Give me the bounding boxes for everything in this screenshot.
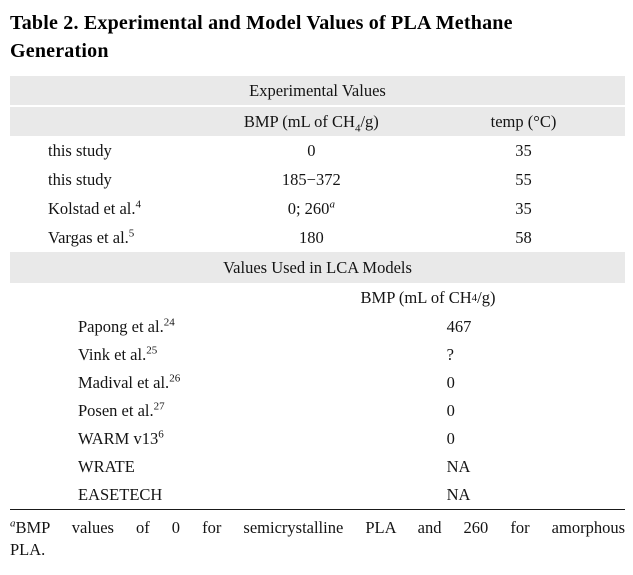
temp-value: 55 — [515, 169, 532, 189]
bmp-value: 467 — [446, 317, 472, 336]
section-header-lca: Values Used in LCA Models — [223, 257, 412, 277]
study-label: Kolstad et al.4 — [10, 199, 201, 219]
table-row: Kolstad et al.4 0; 260a 35 — [10, 194, 625, 223]
reference-superscript: 4 — [135, 198, 142, 210]
bmp-value: NA — [446, 457, 471, 476]
temp-value: 35 — [515, 198, 532, 218]
reference-superscript: 5 — [128, 227, 135, 239]
lca-column-header-bmp: BMP (mL of CH 4/g) — [360, 288, 496, 307]
bmp-value: 180 — [201, 228, 422, 248]
reference-superscript: 27 — [153, 400, 165, 413]
table-row: Madival et al.26 0 — [10, 369, 625, 397]
study-name: Vargas et al. — [48, 227, 129, 247]
study-label: this study — [10, 141, 201, 161]
bmp-header-suffix: /g) — [360, 111, 379, 131]
table-row: Papong et al.24 467 — [10, 313, 625, 341]
model-name: Vink et al. — [78, 345, 147, 364]
bmp-value: 0 — [446, 401, 455, 420]
model-name: Madival et al. — [78, 373, 170, 392]
table-row: WRATE NA — [10, 453, 625, 481]
bmp-value: 0; 260a — [201, 199, 422, 219]
reference-superscript: 24 — [163, 316, 175, 329]
footnote-line-1: aBMP values of 0 for semicrystalline PLA… — [10, 517, 625, 539]
bmp-header-text: BMP (mL of CH — [360, 288, 472, 307]
table-title: Table 2. Experimental and Model Values o… — [10, 12, 513, 62]
bmp-number: 180 — [298, 227, 324, 247]
table-row: Vink et al.25 ? — [10, 341, 625, 369]
temp-value: 35 — [515, 140, 532, 160]
model-label: Madival et al.26 — [10, 373, 447, 393]
model-label: WARM v136 — [10, 429, 447, 449]
study-name: this study — [48, 140, 112, 160]
model-name: WRATE — [78, 457, 135, 476]
reference-superscript: 25 — [146, 344, 158, 357]
study-label: this study — [10, 170, 201, 190]
bmp-number: 0; 260 — [287, 198, 330, 218]
footnote-line-2: PLA. — [10, 540, 46, 560]
model-name: Papong et al. — [78, 317, 164, 336]
reference-superscript: 6 — [158, 428, 164, 441]
table-row: EASETECH NA — [10, 481, 625, 509]
bmp-value: ? — [446, 345, 454, 364]
bmp-value: 185−372 — [201, 170, 422, 190]
bmp-header-suffix: /g) — [477, 288, 496, 307]
footnote-marker: a — [10, 517, 16, 530]
temp-value: 58 — [515, 227, 532, 247]
table-row: Vargas et al.5 180 58 — [10, 223, 625, 252]
bmp-value: 0 — [446, 373, 455, 392]
model-name: Posen et al. — [78, 401, 154, 420]
lca-section-header-band: Values Used in LCA Models — [10, 252, 625, 283]
footnote-text: BMP values of 0 for semicrystalline PLA … — [15, 518, 626, 537]
table-row: this study 185−372 55 — [10, 165, 625, 194]
model-label: EASETECH — [10, 485, 447, 505]
model-label: Vink et al.25 — [10, 345, 447, 365]
reference-superscript: 26 — [169, 372, 181, 385]
bmp-header-text: BMP (mL of CH — [243, 111, 355, 131]
model-name: WARM v13 — [78, 429, 159, 448]
section-header-experimental: Experimental Values — [10, 76, 625, 107]
experimental-section-header-band: Experimental Values BMP (mL of CH4/g) te… — [10, 76, 625, 136]
paper-table-figure: Table 2. Experimental and Model Values o… — [10, 12, 625, 562]
experimental-column-header-row: BMP (mL of CH4/g) temp (°C) — [10, 107, 625, 136]
data-table: Experimental Values BMP (mL of CH4/g) te… — [10, 76, 625, 510]
table-row: this study 0 35 — [10, 136, 625, 165]
footnote-marker-superscript: a — [329, 198, 335, 210]
table-row: Posen et al.27 0 — [10, 397, 625, 425]
table-footnote: aBMP values of 0 for semicrystalline PLA… — [10, 517, 625, 562]
study-label: Vargas et al.5 — [10, 228, 201, 248]
column-header-temp: temp (°C) — [490, 111, 557, 131]
model-label: WRATE — [10, 457, 447, 477]
study-name: this study — [48, 169, 112, 189]
bmp-value: NA — [446, 485, 471, 504]
column-header-bmp: BMP (mL of CH4/g) — [201, 111, 422, 134]
bmp-number: 0 — [307, 140, 316, 160]
model-label: Posen et al.27 — [10, 401, 447, 421]
study-name: Kolstad et al. — [48, 198, 136, 218]
bmp-header-subscript: 4 — [354, 121, 361, 134]
bmp-value: 0 — [446, 429, 455, 448]
table-row: WARM v136 0 — [10, 425, 625, 453]
model-name: EASETECH — [78, 485, 163, 504]
bmp-number: 185−372 — [281, 169, 341, 189]
bmp-value: 0 — [201, 141, 422, 161]
model-label: Papong et al.24 — [10, 317, 447, 337]
